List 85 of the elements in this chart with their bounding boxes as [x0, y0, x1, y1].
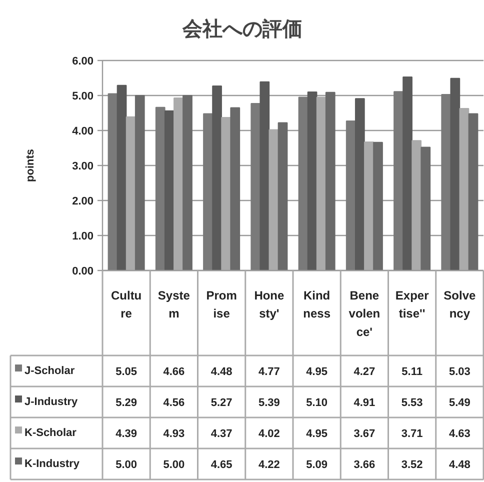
bar [268, 129, 279, 271]
bar [325, 92, 336, 271]
data-label: 3.71 [401, 428, 423, 440]
bar [394, 91, 404, 271]
bar [450, 78, 460, 271]
data-label: 5.11 [402, 366, 422, 378]
data-label: 4.37 [210, 428, 232, 440]
data-label: 4.95 [306, 366, 328, 378]
bar [468, 113, 478, 271]
y-tick-label: 2.00 [72, 196, 94, 208]
bar [459, 108, 470, 271]
data-label: 5.49 [448, 397, 470, 409]
bar [316, 96, 326, 271]
bar [174, 97, 184, 271]
bar [116, 84, 127, 271]
data-label: 4.93 [163, 428, 185, 440]
data-label: 4.39 [116, 428, 138, 440]
bar [354, 98, 365, 271]
data-label: 5.27 [210, 397, 232, 409]
y-tick-label: 5.00 [72, 90, 94, 102]
bar [346, 120, 356, 271]
data-label: 4.66 [163, 366, 185, 378]
legend-label: K-Scholar [24, 427, 78, 439]
data-label: 5.00 [116, 459, 138, 471]
bar [212, 86, 222, 271]
bar [134, 95, 145, 271]
x-tick-label: Prom ise [206, 288, 237, 321]
bar [412, 140, 422, 271]
chart-title: 会社への評価 [182, 16, 302, 40]
bar [250, 103, 261, 271]
legend-label: J-Scholar [24, 365, 76, 377]
data-label: 3.66 [354, 459, 376, 471]
data-label: 4.91 [354, 397, 376, 409]
data-label: 5.05 [116, 366, 138, 378]
bar [164, 110, 174, 271]
data-label: 5.03 [448, 366, 470, 378]
bar [203, 113, 213, 271]
bar [108, 93, 118, 271]
y-tick-label: 3.00 [72, 160, 94, 172]
data-label: 5.10 [306, 397, 328, 409]
y-tick-label: 0.00 [72, 266, 94, 278]
x-tick-label: Solve ncy [444, 288, 476, 321]
bar [221, 117, 232, 271]
legend-label: J-Industry [24, 396, 79, 408]
bar [126, 116, 136, 271]
data-label: 3.52 [401, 459, 423, 471]
bar [364, 142, 374, 271]
bar [373, 142, 383, 271]
x-tick-label: Cultu re [110, 288, 142, 321]
data-label: 5.00 [163, 459, 185, 471]
data-label: 3.67 [354, 428, 376, 440]
y-tick-label: 1.00 [72, 230, 94, 242]
y-axis-title: points [24, 148, 36, 182]
data-label: 5.39 [258, 397, 280, 409]
data-label: 4.65 [210, 459, 232, 471]
bar [441, 94, 452, 271]
data-label: 4.63 [448, 428, 470, 440]
x-tick-label: Syste m [158, 288, 190, 321]
data-label: 4.22 [258, 459, 280, 471]
x-tick-label: Bene volen ce' [348, 288, 380, 339]
data-label: 5.29 [116, 397, 138, 409]
bar [307, 92, 318, 271]
data-label: 4.56 [163, 397, 185, 409]
x-tick-label: Kind ness [303, 288, 331, 321]
x-tick-label: Hone sty' [254, 288, 285, 321]
data-label: 4.02 [258, 428, 280, 440]
bar [402, 76, 412, 271]
x-tick-label: Exper tise'' [395, 288, 430, 321]
bar [278, 122, 288, 271]
bar [155, 106, 166, 271]
data-label: 4.48 [210, 366, 232, 378]
data-label: 5.09 [306, 459, 328, 471]
bar [420, 146, 431, 271]
y-tick-label: 4.00 [72, 126, 94, 138]
data-label: 4.77 [258, 366, 280, 378]
data-label: 4.48 [448, 459, 470, 471]
bar [230, 107, 240, 271]
data-label: 5.53 [401, 397, 423, 409]
data-label: 4.95 [306, 428, 328, 440]
bar [298, 96, 308, 271]
y-tick-label: 6.00 [72, 56, 94, 68]
legend-label: K-Industry [24, 458, 80, 470]
data-label: 4.27 [354, 366, 376, 378]
bar [182, 95, 192, 271]
bar [260, 81, 270, 271]
